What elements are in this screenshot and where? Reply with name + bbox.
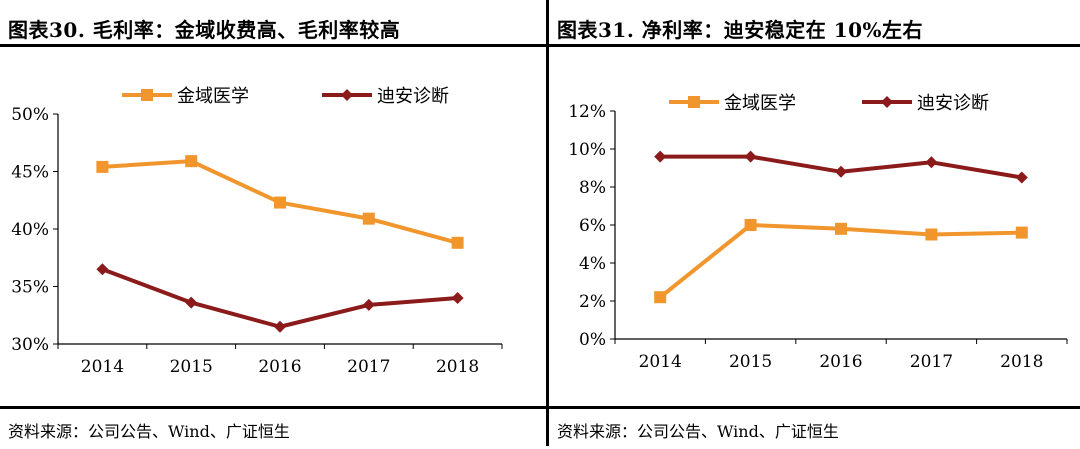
- legend-label: 金域医学: [177, 86, 249, 107]
- series-0-point: [185, 155, 198, 168]
- x-tick-label: 2015: [170, 357, 213, 377]
- chart-panel-gross-margin: 图表30. 毛利率：金域收费高、毛利率较高 30% 35% 40% 45% 50% 201…: [0, 18, 546, 441]
- y-tick-label: 10%: [568, 140, 606, 160]
- y-tick-label: 12%: [568, 102, 606, 122]
- x-tick-label: 2016: [819, 352, 862, 372]
- x-tick-label: 2017: [347, 357, 390, 377]
- legend-label: 迪安诊断: [917, 93, 989, 114]
- panel-divider: [546, 0, 549, 446]
- x-tick-label: 2016: [258, 357, 301, 377]
- y-tick-label: 8%: [579, 178, 606, 198]
- series-0-point: [835, 222, 847, 235]
- y-tick-label: 40%: [11, 220, 49, 240]
- legend-marker: [141, 89, 153, 101]
- series-1-point: [362, 298, 375, 311]
- series-0-point: [96, 160, 109, 173]
- x-tick-label: 2014: [81, 357, 124, 377]
- title-rule: [549, 44, 1080, 47]
- net-margin-chart: 0% 2% 4% 6% 8% 10% 12% 2014 2015 2016 2017 2018 金域医学…: [568, 93, 1068, 372]
- y-tick-label: 0%: [579, 330, 606, 350]
- series-0-point: [744, 219, 757, 231]
- series-1-point: [925, 156, 938, 169]
- series-0-point: [362, 212, 375, 225]
- series-1-point: [185, 296, 198, 309]
- series-0-line: [658, 223, 1022, 299]
- legend-marker: [881, 96, 893, 108]
- y-tick-label: 45%: [11, 163, 49, 183]
- series-0-point: [274, 196, 286, 209]
- series-0-point: [451, 236, 464, 249]
- x-tick-label: 2014: [639, 352, 682, 372]
- x-tick-label: 2018: [436, 357, 479, 377]
- y-tick-label: 50%: [11, 105, 49, 125]
- series-1-point: [744, 150, 757, 163]
- series-0-point: [925, 228, 938, 241]
- x-tick-label: 2017: [910, 352, 953, 372]
- chart-panel-net-margin: 图表31. 净利率：迪安稳定在 10%左右 0% 2% 4% 6% 8% 10% 12% 20…: [549, 0, 1080, 449]
- legend-marker: [688, 96, 700, 108]
- series-1-point: [96, 263, 109, 276]
- y-tick-label: 35%: [11, 278, 49, 298]
- panel-title: 图表31. 净利率：迪安稳定在 10%左右: [557, 18, 924, 42]
- source-rule: [0, 406, 546, 409]
- series-0-point: [654, 291, 667, 304]
- legend-label: 金域医学: [724, 93, 796, 114]
- y-tick-label: 4%: [579, 254, 606, 274]
- legend-marker: [341, 89, 353, 101]
- x-tick-label: 2015: [729, 352, 772, 372]
- panel-title: 图表30. 毛利率：金域收费高、毛利率较高: [8, 18, 401, 42]
- series-1-line: [101, 267, 458, 329]
- gross-margin-chart: 30% 35% 40% 45% 50% 2014 2015 2016 2017 2018 金域医学 迪…: [11, 86, 503, 377]
- legend-label: 迪安诊断: [377, 86, 449, 107]
- x-tick-label: 2018: [1000, 352, 1043, 372]
- series-1-point: [451, 292, 464, 304]
- source-note: 资料来源：公司公告、Wind、广证恒生: [557, 422, 839, 441]
- y-tick-label: 2%: [579, 292, 606, 312]
- series-0-point: [1015, 226, 1028, 239]
- source-rule: [549, 406, 1080, 409]
- series-1-point: [274, 320, 286, 333]
- series-1-point: [835, 165, 847, 178]
- title-rule: [0, 44, 546, 47]
- source-note: 资料来源：公司公告、Wind、广证恒生: [8, 422, 290, 441]
- y-tick-label: 30%: [11, 335, 49, 355]
- y-tick-label: 6%: [579, 216, 606, 236]
- series-1-point: [1015, 171, 1028, 184]
- series-1-point: [654, 150, 667, 163]
